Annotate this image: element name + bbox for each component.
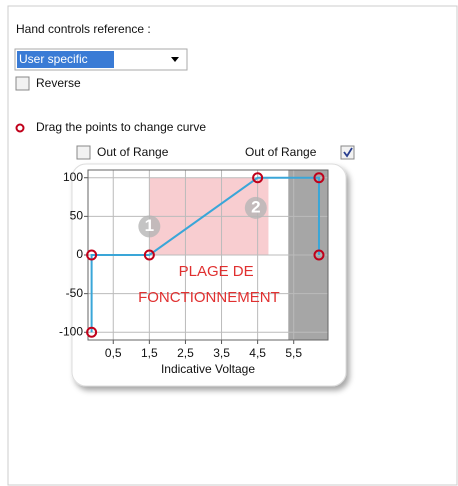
y-tick-label: 100 xyxy=(63,170,83,184)
x-axis-label: Indicative Voltage xyxy=(161,362,255,376)
annotation-badge xyxy=(244,196,267,219)
annotation: PLAGE DE xyxy=(179,263,254,280)
x-tick-label: 2,5 xyxy=(177,346,194,360)
out-of-range-left-checkbox[interactable] xyxy=(76,145,91,160)
curve-point[interactable] xyxy=(313,172,325,184)
out-of-range-left-label: Out of Range xyxy=(97,145,169,159)
y-tick-label: -100 xyxy=(59,324,83,338)
x-tick-label: 5,5 xyxy=(285,346,302,360)
curve xyxy=(90,176,320,333)
reverse-label: Reverse xyxy=(36,76,81,90)
curve-point[interactable] xyxy=(86,326,98,338)
out-of-range-right-label: Out of Range xyxy=(245,145,317,159)
checkmark xyxy=(343,147,353,158)
curve-point[interactable] xyxy=(313,249,325,261)
annotation: FONCTIONNEMENT xyxy=(138,289,280,306)
x-tick-label: 4,5 xyxy=(249,346,266,360)
hint: Drag the points to change curve xyxy=(36,120,206,134)
x-tick-label: 1,5 xyxy=(141,346,158,360)
x-tick-label: 3,5 xyxy=(213,346,230,360)
curve-point[interactable] xyxy=(252,172,264,184)
annotation: 2 xyxy=(251,197,260,216)
y-tick-label: -50 xyxy=(66,286,84,300)
curve-point[interactable] xyxy=(86,249,98,261)
x-tick-label: 0,5 xyxy=(105,346,122,360)
chart: 0,5 1,5 2,5 3,5 4,5 5,5 -100 -50 0 50 100 Indicativ… xyxy=(59,169,329,376)
curve-point[interactable] xyxy=(143,249,155,261)
title: Hand controls reference : xyxy=(16,22,151,36)
annotation: 1 xyxy=(145,216,154,235)
hint-icon xyxy=(15,123,25,133)
dropdown-value: User specific xyxy=(19,52,88,66)
out-of-range-right-checkbox[interactable] xyxy=(340,145,355,160)
annotation-badge xyxy=(138,215,161,238)
reverse-checkbox[interactable] xyxy=(15,76,30,91)
dropdown[interactable]: User specific xyxy=(14,48,188,71)
y-tick-label: 50 xyxy=(70,209,84,223)
dropdown-arrow xyxy=(171,57,179,62)
y-tick-label: 0 xyxy=(76,247,83,261)
dropdown-selection xyxy=(17,51,114,68)
